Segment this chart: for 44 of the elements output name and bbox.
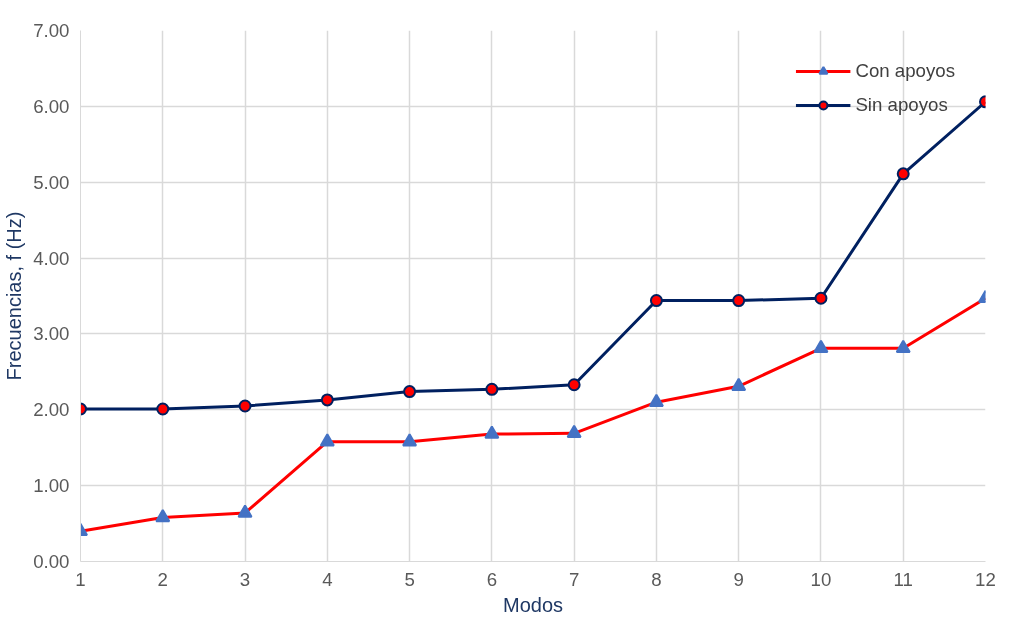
point <box>896 167 910 181</box>
point <box>895 339 911 354</box>
point <box>156 402 170 416</box>
point <box>813 339 829 354</box>
y-tick-label: 3.00 <box>33 323 70 345</box>
x-tick-label: 8 <box>651 568 662 590</box>
x-tick-label: 12 <box>975 568 996 590</box>
point <box>566 424 582 439</box>
x-axis-title: Modos <box>502 593 564 616</box>
y-tick-label: 5.00 <box>33 171 70 193</box>
point <box>731 377 747 392</box>
point <box>484 425 500 439</box>
point <box>319 433 335 447</box>
x-tick-label: 4 <box>322 568 333 590</box>
y-axis-title: Frecuencias, f (Hz) <box>3 211 26 381</box>
y-tick-label: 0.00 <box>33 551 70 572</box>
point <box>567 378 581 392</box>
y-tick-label: 6.00 <box>33 95 70 117</box>
x-tick-label: 7 <box>568 568 580 590</box>
x-tick-label: 6 <box>486 568 498 590</box>
point <box>320 393 334 407</box>
x-tick-label: 2 <box>157 568 168 590</box>
x-tick-label: 3 <box>239 568 251 590</box>
point <box>732 294 746 308</box>
point <box>402 433 418 447</box>
y-tick-label: 4.00 <box>33 247 70 269</box>
legend-label: Sin apoyos <box>855 94 948 116</box>
x-tick-label: 10 <box>810 568 832 590</box>
point <box>814 291 828 305</box>
point <box>237 504 253 518</box>
point <box>403 385 417 399</box>
y-tick-label: 2.00 <box>33 399 70 421</box>
point <box>155 509 171 523</box>
x-tick-label: 5 <box>404 568 415 590</box>
legend-label: Con apoyos <box>855 60 955 82</box>
x-tick-label: 11 <box>893 568 913 590</box>
point <box>649 294 663 308</box>
x-tick-label: 9 <box>733 568 744 590</box>
point <box>648 393 664 407</box>
y-tick-label: 1.00 <box>33 475 70 497</box>
y-tick-label: 7.00 <box>33 20 70 41</box>
x-tick-label: 1 <box>75 568 86 590</box>
point <box>238 399 252 413</box>
point <box>485 382 499 396</box>
